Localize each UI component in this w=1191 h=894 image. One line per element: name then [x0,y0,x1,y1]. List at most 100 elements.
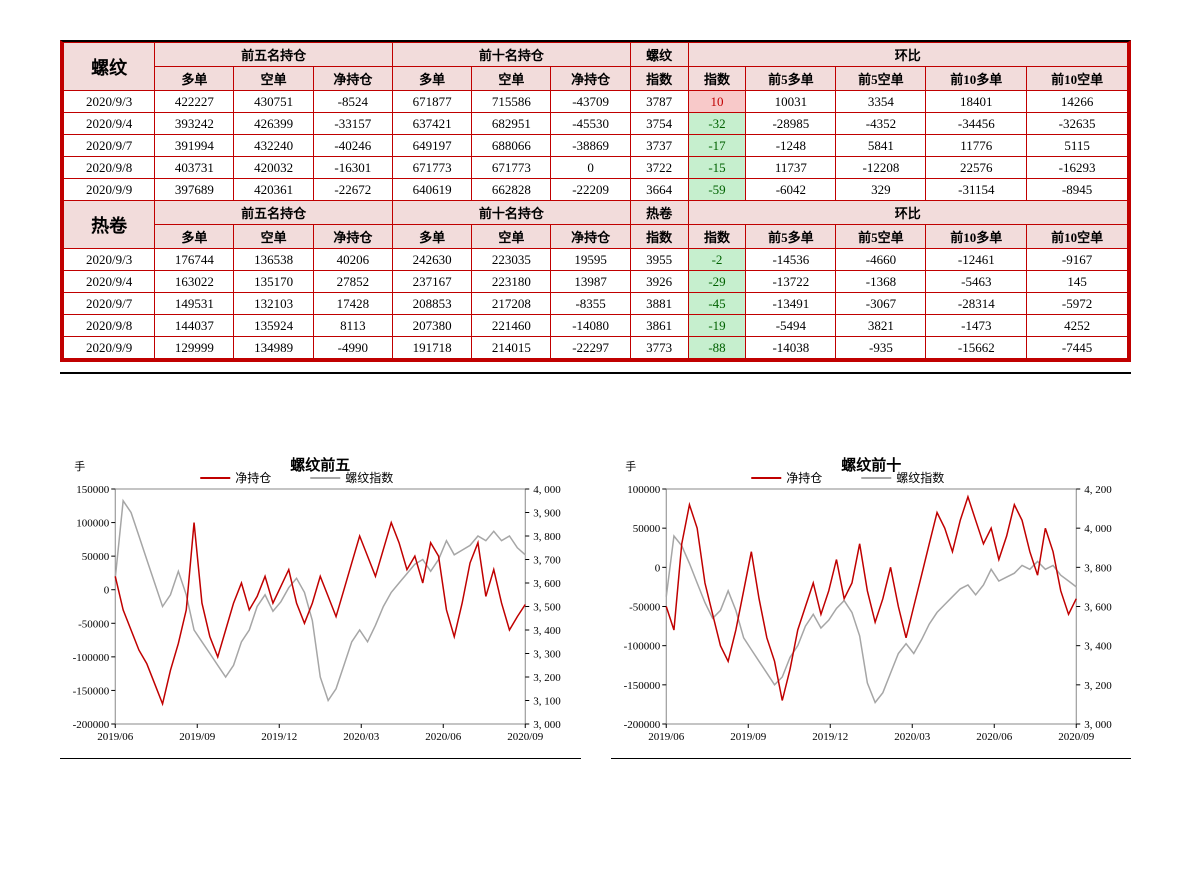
svg-text:4, 000: 4, 000 [533,484,561,496]
env-cell: -14038 [746,337,836,359]
data-cell: 208853 [392,293,471,315]
svg-text:手: 手 [625,459,636,473]
svg-text:3, 100: 3, 100 [533,696,561,708]
data-cell: 420032 [234,157,313,179]
table-row: 2020/9/8403731420032-1630167177367177303… [64,157,1128,179]
sub-header: 多单 [392,67,471,91]
group-header: 环比 [688,201,1127,225]
env-cell: 3354 [836,91,926,113]
data-cell: 3664 [630,179,688,201]
chart-top5: -200000-150000-100000-500000500001000001… [60,454,581,759]
date-cell: 2020/9/3 [64,249,155,271]
sub-header: 指数 [688,67,746,91]
svg-text:-150000: -150000 [73,685,110,697]
svg-text:净持仓: 净持仓 [235,470,271,485]
svg-text:3, 300: 3, 300 [533,649,561,661]
svg-text:2019/06: 2019/06 [648,731,685,743]
env-cell: 11737 [746,157,836,179]
sub-header: 前10多单 [926,225,1027,249]
index-change-cell: -32 [688,113,746,135]
data-cell: -22209 [551,179,630,201]
data-cell: 223035 [472,249,551,271]
env-cell: -13722 [746,271,836,293]
env-cell: 329 [836,179,926,201]
index-change-cell: -15 [688,157,746,179]
env-cell: -12461 [926,249,1027,271]
data-cell: -8524 [313,91,392,113]
sub-header: 指数 [630,67,688,91]
svg-text:2020/03: 2020/03 [343,731,380,743]
data-cell: 132103 [234,293,313,315]
group-header: 热卷 [630,201,688,225]
svg-text:螺纹前十: 螺纹前十 [841,456,901,474]
env-cell: 3821 [836,315,926,337]
svg-text:2019/06: 2019/06 [97,731,134,743]
svg-text:2020/06: 2020/06 [976,731,1013,743]
svg-text:-200000: -200000 [73,719,110,731]
env-cell: -8945 [1027,179,1128,201]
group-header: 前五名持仓 [155,201,393,225]
svg-text:3, 800: 3, 800 [1084,562,1112,574]
svg-text:3, 900: 3, 900 [533,508,561,520]
data-cell: -40246 [313,135,392,157]
data-cell: -4990 [313,337,392,359]
svg-text:螺纹前五: 螺纹前五 [290,456,350,474]
svg-text:-50000: -50000 [78,618,110,630]
data-cell: 221460 [472,315,551,337]
data-cell: 715586 [472,91,551,113]
env-cell: -7445 [1027,337,1128,359]
svg-text:3, 400: 3, 400 [533,625,561,637]
svg-text:4, 200: 4, 200 [1084,484,1112,496]
env-cell: -1473 [926,315,1027,337]
data-cell: 144037 [155,315,234,337]
data-cell: 397689 [155,179,234,201]
env-cell: -32635 [1027,113,1128,135]
group-header: 前十名持仓 [392,201,630,225]
env-cell: 5115 [1027,135,1128,157]
table-row: 2020/9/714953113210317428208853217208-83… [64,293,1128,315]
section-title: 螺纹 [64,43,155,91]
svg-text:150000: 150000 [76,484,110,496]
sub-header: 前10空单 [1027,225,1128,249]
sub-header: 净持仓 [551,67,630,91]
svg-text:100000: 100000 [627,484,661,496]
group-header: 前十名持仓 [392,43,630,67]
sub-header: 净持仓 [551,225,630,249]
data-cell: 3754 [630,113,688,135]
env-cell: 11776 [926,135,1027,157]
date-cell: 2020/9/7 [64,293,155,315]
data-cell: 671877 [392,91,471,113]
date-cell: 2020/9/8 [64,315,155,337]
data-cell: -16301 [313,157,392,179]
chart-top10: -200000-150000-100000-500000500001000003… [611,454,1132,759]
data-cell: 3955 [630,249,688,271]
data-cell: -45530 [551,113,630,135]
data-cell: 3787 [630,91,688,113]
data-cell: 403731 [155,157,234,179]
svg-text:螺纹指数: 螺纹指数 [896,470,944,485]
sub-header: 指数 [688,225,746,249]
env-cell: -31154 [926,179,1027,201]
data-cell: 135924 [234,315,313,337]
env-cell: 18401 [926,91,1027,113]
svg-text:3, 600: 3, 600 [1084,602,1112,614]
date-cell: 2020/9/4 [64,271,155,293]
env-cell: 145 [1027,271,1128,293]
data-cell: 242630 [392,249,471,271]
index-change-cell: -59 [688,179,746,201]
sub-header: 空单 [472,67,551,91]
index-change-cell: -88 [688,337,746,359]
svg-text:净持仓: 净持仓 [786,470,822,485]
data-cell: 682951 [472,113,551,135]
env-cell: -6042 [746,179,836,201]
svg-text:2019/09: 2019/09 [179,731,216,743]
env-cell: 4252 [1027,315,1128,337]
env-cell: -28985 [746,113,836,135]
data-cell: 420361 [234,179,313,201]
data-cell: -43709 [551,91,630,113]
data-cell: 136538 [234,249,313,271]
data-cell: 430751 [234,91,313,113]
data-cell: 662828 [472,179,551,201]
env-cell: -9167 [1027,249,1128,271]
data-cell: 671773 [472,157,551,179]
